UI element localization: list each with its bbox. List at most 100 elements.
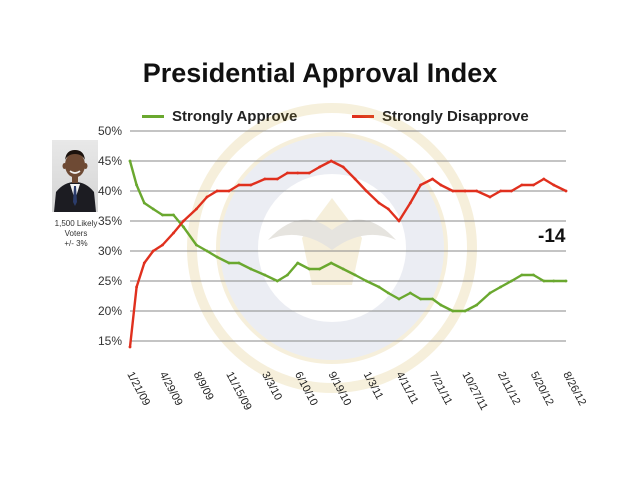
line-segment — [195, 243, 209, 253]
line-segment — [387, 207, 401, 223]
line-segment — [488, 285, 502, 295]
data-point — [215, 189, 219, 193]
data-point — [341, 267, 345, 271]
line-segment — [532, 177, 545, 187]
y-tick-label: 35% — [98, 214, 122, 228]
data-point — [296, 171, 300, 175]
x-tick-label: 7/21/11 — [427, 370, 454, 407]
data-point — [542, 279, 546, 283]
line-segment — [419, 177, 434, 187]
legend-label-strongly-approve: Strongly Approve — [172, 108, 298, 125]
y-tick-label: 50% — [98, 124, 122, 138]
data-point — [263, 273, 267, 277]
data-point — [532, 273, 535, 277]
data-point — [365, 189, 368, 193]
line-segment — [161, 231, 175, 247]
data-point — [365, 279, 368, 283]
data-point — [439, 303, 443, 307]
data-point — [377, 201, 381, 205]
line-segment — [172, 213, 185, 229]
line-segment — [237, 261, 253, 271]
chart-title: Presidential Approval Index — [142, 58, 498, 88]
y-tick-label: 30% — [98, 244, 122, 258]
x-tick-label: 1/21/09 — [124, 370, 152, 408]
data-point — [276, 177, 279, 181]
data-point — [195, 207, 198, 211]
net-approval-annotation: -14 — [538, 226, 566, 247]
line-segment — [151, 207, 164, 217]
line-segment — [510, 273, 523, 283]
data-point — [151, 207, 155, 211]
data-point — [182, 225, 185, 229]
line-segment — [308, 165, 321, 175]
data-point — [128, 345, 132, 349]
line-segment — [249, 267, 266, 277]
line-segment — [263, 273, 279, 283]
line-segment — [439, 303, 454, 313]
data-point — [564, 279, 568, 283]
line-segment — [215, 255, 231, 265]
x-tick-label: 4/29/09 — [157, 370, 185, 408]
series-strongly-approve — [128, 159, 568, 313]
line-segment — [128, 285, 138, 349]
data-point — [227, 189, 231, 193]
data-point — [205, 195, 209, 199]
line-segment — [195, 195, 209, 211]
line-segment — [135, 261, 146, 289]
line-segment — [397, 201, 412, 223]
x-tick-label: 2/11/12 — [495, 370, 522, 407]
line-segment — [286, 261, 299, 277]
x-tick-label: 11/15/09 — [223, 370, 253, 413]
line-segment — [409, 183, 422, 205]
legend-item-strongly-disapprove: Strongly Disapprove — [352, 108, 529, 125]
line-segment — [296, 261, 311, 271]
line-segment — [172, 219, 185, 235]
line-segment — [151, 243, 164, 253]
data-point — [386, 291, 390, 295]
x-tick-label: 10/27/11 — [459, 370, 489, 413]
data-point — [151, 249, 155, 253]
line-segment — [409, 291, 422, 301]
line-segment — [542, 177, 555, 187]
data-point — [475, 189, 479, 193]
line-segment — [353, 273, 368, 283]
data-point — [419, 183, 422, 187]
x-tick-label: 4/11/11 — [393, 370, 420, 407]
voters-note-line-3: +/- 3% — [64, 239, 88, 248]
legend-swatch-strongly-approve — [142, 115, 164, 118]
line-segment — [439, 183, 454, 193]
line-segment — [365, 189, 381, 205]
line-segment — [227, 183, 241, 193]
line-segment — [475, 291, 492, 307]
data-point — [488, 195, 492, 199]
line-segment — [276, 171, 289, 181]
x-tick-label: 8/26/12 — [560, 370, 588, 408]
voters-note-line-1: 1,500 Likely — [54, 219, 98, 228]
data-point — [397, 297, 401, 301]
data-point — [451, 189, 455, 193]
line-segment — [365, 279, 381, 289]
data-point — [488, 291, 492, 295]
data-point — [142, 261, 146, 265]
data-point — [510, 189, 513, 193]
line-segment — [510, 183, 523, 193]
data-point — [142, 201, 146, 205]
line-segment — [318, 261, 333, 271]
data-point — [286, 273, 289, 277]
legend-item-strongly-approve: Strongly Approve — [142, 108, 297, 125]
data-point — [463, 189, 467, 193]
data-point — [520, 273, 524, 277]
line-segment — [182, 207, 198, 223]
y-tick-label: 45% — [98, 154, 122, 168]
data-point — [215, 255, 219, 259]
data-point — [520, 183, 524, 187]
seal-watermark — [187, 103, 477, 393]
line-segment — [377, 201, 390, 211]
data-point — [237, 183, 241, 187]
voters-note: 1,500 Likely Voters +/- 3% — [44, 219, 108, 249]
data-point — [532, 183, 535, 187]
data-point — [182, 219, 185, 223]
data-point — [135, 183, 139, 187]
line-segment — [488, 189, 502, 199]
